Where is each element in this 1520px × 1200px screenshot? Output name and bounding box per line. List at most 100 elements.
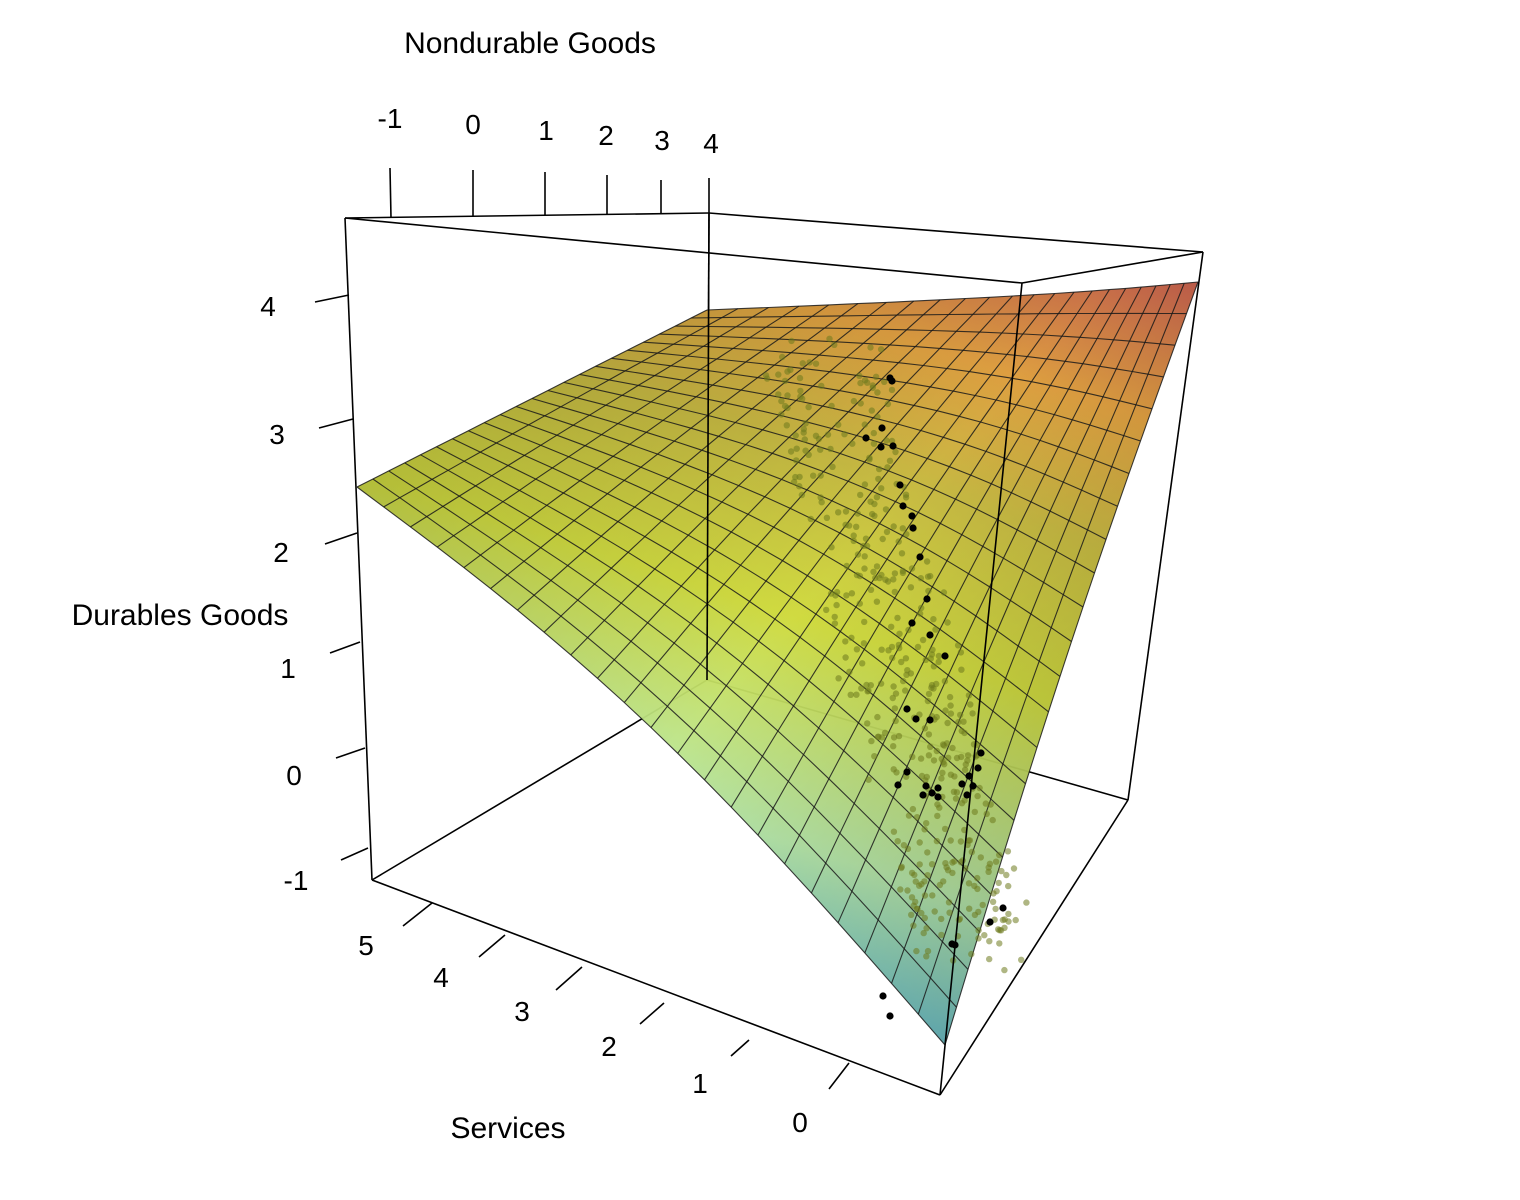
data-point xyxy=(873,598,881,605)
z-tick-mark xyxy=(639,1002,665,1025)
data-point xyxy=(934,801,941,808)
data-point xyxy=(917,755,925,762)
data-point xyxy=(856,600,863,607)
data-point xyxy=(965,772,973,780)
data-point xyxy=(916,882,923,889)
data-point xyxy=(866,456,873,463)
y-tick-mark xyxy=(314,294,350,303)
data-point xyxy=(869,384,876,391)
data-point xyxy=(853,646,861,653)
data-point xyxy=(916,839,923,846)
data-point xyxy=(778,411,785,418)
data-point xyxy=(913,905,921,913)
data-point xyxy=(854,510,861,517)
y-tick-label: 0 xyxy=(286,760,302,791)
data-point xyxy=(823,514,831,521)
data-point xyxy=(908,565,916,572)
data-point xyxy=(917,575,924,582)
data-point xyxy=(958,800,966,807)
data-point xyxy=(790,478,798,486)
data-point xyxy=(899,502,907,510)
data-point xyxy=(904,667,911,674)
data-point xyxy=(928,789,936,797)
data-point xyxy=(826,335,833,342)
data-point xyxy=(897,886,904,893)
data-point xyxy=(958,753,965,761)
data-point xyxy=(916,610,924,617)
data-point xyxy=(948,940,956,948)
data-point xyxy=(867,586,875,593)
data-point xyxy=(957,649,965,656)
data-point xyxy=(896,481,904,489)
data-point xyxy=(941,652,949,660)
data-point xyxy=(902,491,910,498)
data-point xyxy=(854,551,862,558)
data-point xyxy=(935,658,942,666)
data-point xyxy=(961,729,968,737)
data-point xyxy=(907,584,915,591)
x-tick-label: 1 xyxy=(538,115,554,146)
data-point xyxy=(922,777,929,784)
data-point xyxy=(986,918,994,926)
data-point xyxy=(891,588,898,596)
data-point xyxy=(974,764,982,772)
data-point xyxy=(1012,916,1019,924)
data-point xyxy=(835,675,842,682)
x-axis-title: Nondurable Goods xyxy=(404,27,656,60)
data-point xyxy=(930,616,937,623)
data-point xyxy=(797,387,804,395)
data-point xyxy=(779,353,786,361)
data-point xyxy=(807,515,814,523)
data-point xyxy=(940,878,947,885)
data-point xyxy=(976,784,983,792)
data-point xyxy=(923,953,930,960)
data-point xyxy=(918,772,926,780)
data-point xyxy=(920,929,927,937)
mesh-line xyxy=(784,289,1110,864)
data-point xyxy=(989,816,996,824)
data-point xyxy=(924,872,931,879)
data-point xyxy=(831,341,838,348)
data-point xyxy=(827,445,834,453)
y-axis-title: Durables Goods xyxy=(72,599,289,632)
data-point xyxy=(859,660,866,667)
data-point xyxy=(986,938,993,945)
data-point xyxy=(799,360,806,367)
data-point xyxy=(868,737,875,745)
data-point xyxy=(977,749,985,757)
data-point xyxy=(965,692,973,699)
data-point xyxy=(902,655,910,662)
mesh-line xyxy=(757,290,1093,836)
data-point xyxy=(892,448,899,456)
box-front-edges xyxy=(344,212,1204,1096)
data-point xyxy=(884,578,892,585)
data-point xyxy=(914,643,922,651)
data-point xyxy=(793,445,800,452)
data-point xyxy=(823,606,830,614)
y-tick-mark xyxy=(329,641,361,654)
data-point xyxy=(975,927,982,934)
data-point xyxy=(865,776,872,783)
y-axis-ticks: 4 3 2 1 0 -1 xyxy=(260,291,369,896)
data-point xyxy=(922,656,929,663)
data-point xyxy=(874,713,881,721)
data-point xyxy=(923,595,931,603)
data-point xyxy=(923,558,931,565)
data-point xyxy=(883,528,891,536)
data-point xyxy=(894,781,902,789)
data-point xyxy=(971,911,979,919)
y-tick-label: 2 xyxy=(273,537,289,568)
data-point xyxy=(900,677,907,685)
data-point xyxy=(930,663,938,670)
data-point xyxy=(842,638,849,645)
mesh-line xyxy=(917,283,1185,1015)
data-point xyxy=(876,465,883,473)
data-point xyxy=(990,890,997,897)
mesh-line xyxy=(436,305,800,548)
x-tick-mark xyxy=(389,167,392,219)
data-point xyxy=(944,719,951,727)
mesh-line xyxy=(356,309,708,488)
data-point xyxy=(893,769,900,776)
data-point xyxy=(964,752,972,759)
